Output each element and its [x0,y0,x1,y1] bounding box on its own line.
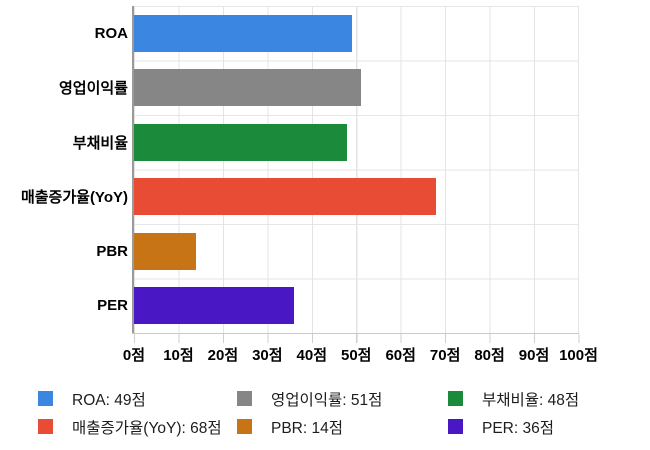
bar-operating-margin [134,69,361,107]
bar-row [134,170,578,225]
legend-item-revenue-growth: 매출증가율(YoY): 68점 [38,418,237,437]
legend-label-pbr: PBR: 14점 [271,419,343,437]
bar-pbr [134,232,197,270]
x-tick-label-0: 0점 [122,347,146,364]
category-label-pbr: PBR [96,242,128,260]
category-label-revenue-growth: 매출증가율(YoY) [20,189,128,207]
legend-item-per: PER: 36점 [448,418,579,437]
bar-debt-ratio [134,123,348,161]
bar-series [134,6,578,333]
legend-swatch-pbr [237,419,252,434]
x-tick-label-80: 80점 [474,347,505,364]
plot-area-gridlines [134,6,579,333]
legend-swatch-roa [38,391,53,406]
x-axis-baseline [132,333,579,334]
bar-row [134,279,578,334]
chart-legend: ROA: 49점 영업이익률: 51점 부채비율: 48점 매출증가율(YoY)… [38,390,580,437]
x-tick-label-100: 100점 [559,347,598,364]
legend-label-operating-margin: 영업이익률: 51점 [271,391,383,409]
bar-row [134,61,578,116]
x-tick-label-10: 10점 [163,347,194,364]
legend-item-operating-margin: 영업이익률: 51점 [237,390,448,409]
legend-item-roa: ROA: 49점 [38,390,237,409]
bar-per [134,287,295,325]
legend-label-revenue-growth: 매출증가율(YoY): 68점 [72,419,222,437]
x-axis-tick-marks [134,334,580,343]
legend-swatch-per [448,419,463,434]
category-label-roa: ROA [94,24,128,42]
category-label-per: PER [97,297,128,315]
legend-swatch-operating-margin [237,391,252,406]
legend-label-roa: ROA: 49점 [72,391,146,409]
bar-row [134,115,578,170]
category-label-debt-ratio: 부채비율 [72,134,128,152]
legend-item-debt-ratio: 부채비율: 48점 [448,390,580,409]
bar-row [134,224,578,279]
x-axis-labels: 0점 10점 20점 30점 40점 50점 60점 70점 80점 90점 1… [123,344,604,364]
x-tick-label-20: 20점 [207,347,239,364]
x-tick-label-30: 30점 [252,347,283,364]
x-tick-label-70: 70점 [429,347,461,364]
x-tick-label-60: 60점 [385,347,416,364]
y-axis-line [132,6,134,334]
legend-item-pbr: PBR: 14점 [237,418,448,437]
category-axis-labels: ROA 영업이익률 부채비율 매출증가율(YoY) PBR PER [0,6,128,333]
legend-swatch-debt-ratio [448,391,463,406]
bar-revenue-growth [134,178,437,216]
legend-label-debt-ratio: 부채비율: 48점 [482,391,580,409]
bar-roa [134,14,352,52]
x-tick-label-50: 50점 [341,347,372,364]
x-tick-label-40: 40점 [296,347,328,364]
legend-swatch-revenue-growth [38,419,53,434]
category-label-operating-margin: 영업이익률 [58,80,128,98]
bar-row [134,6,578,61]
legend-label-per: PER: 36점 [482,419,554,437]
x-tick-label-90: 90점 [518,347,550,364]
